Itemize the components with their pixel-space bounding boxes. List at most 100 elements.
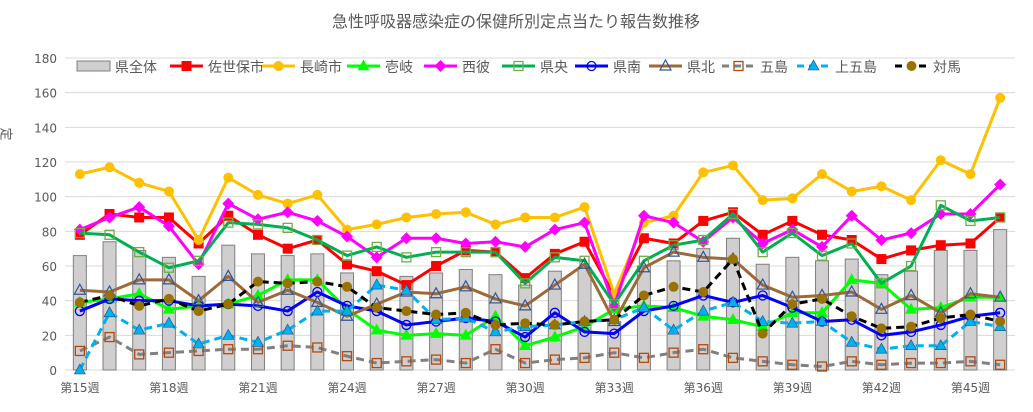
- x-tick-label: 第15週: [60, 381, 99, 395]
- point-県北: [162, 272, 176, 285]
- bar-県全体: [340, 272, 355, 371]
- legend-item-佐世保市: 佐世保市: [170, 59, 264, 76]
- point-対馬: [460, 307, 471, 318]
- point-長崎市: [906, 195, 917, 206]
- legend-item-県全体: 県全体: [76, 59, 157, 76]
- point-壱岐: [251, 288, 264, 300]
- point-長崎市: [342, 224, 353, 235]
- point-西彼: [994, 178, 1007, 191]
- legend-label: 長崎市: [300, 59, 342, 76]
- point-県北: [874, 302, 888, 314]
- point-西彼: [341, 230, 354, 243]
- series-長崎市: [74, 92, 1006, 299]
- point-五島: [579, 352, 590, 364]
- point-長崎市: [668, 210, 679, 221]
- point-県央: [727, 208, 739, 220]
- point-佐世保市: [431, 261, 442, 271]
- point-上五島: [73, 363, 86, 375]
- point-県央: [252, 219, 264, 230]
- point-県南: [282, 305, 293, 317]
- point-上五島: [934, 339, 947, 351]
- legend-label: 県北: [687, 60, 715, 76]
- point-佐世保市: [787, 215, 798, 226]
- point-五島: [134, 349, 145, 360]
- y-tick-label: 40: [42, 295, 57, 309]
- legend-marker: [807, 59, 820, 71]
- point-壱岐: [133, 287, 146, 299]
- y-tick-label: 60: [42, 260, 57, 274]
- point-五島: [430, 354, 442, 365]
- x-tick-label: 第39週: [773, 381, 812, 395]
- point-西彼: [578, 216, 591, 229]
- point-長崎市: [490, 219, 501, 230]
- point-五島: [638, 352, 650, 364]
- point-西彼: [816, 240, 829, 253]
- point-対馬: [312, 276, 323, 287]
- point-上五島: [251, 335, 264, 347]
- legend-item-県北: 県北: [649, 58, 715, 76]
- point-西彼: [489, 235, 502, 248]
- bar-県全体: [904, 270, 919, 371]
- y-tick-label: 100: [34, 191, 57, 205]
- legend-marker: [733, 60, 744, 72]
- point-五島: [401, 356, 412, 367]
- point-上五島: [905, 339, 918, 351]
- line-西彼: [79, 183, 1002, 308]
- legend-item-県南: 県南: [575, 60, 641, 76]
- line-壱岐: [79, 278, 1001, 348]
- point-壱岐: [548, 330, 561, 342]
- line-県央: [79, 203, 1001, 306]
- point-佐世保市: [549, 248, 560, 259]
- point-対馬: [906, 321, 917, 332]
- legend-item-対馬: 対馬: [895, 60, 961, 76]
- series-西彼: [73, 178, 1007, 312]
- point-五島: [341, 350, 353, 362]
- point-県南: [579, 326, 590, 338]
- point-対馬: [104, 290, 115, 301]
- point-佐世保市: [876, 254, 887, 265]
- point-西彼: [637, 209, 650, 222]
- point-五島: [549, 354, 560, 365]
- point-県南: [401, 319, 412, 331]
- point-対馬: [163, 293, 174, 304]
- point-長崎市: [282, 198, 293, 209]
- point-五島: [312, 342, 323, 353]
- point-県央: [905, 260, 917, 272]
- point-上五島: [370, 278, 383, 290]
- legend-label: 佐世保市: [208, 59, 264, 76]
- legend-item-五島: 五島: [722, 60, 788, 76]
- point-西彼: [251, 213, 264, 226]
- point-対馬: [787, 299, 798, 310]
- legend-marker: [273, 61, 284, 71]
- point-県南: [668, 300, 679, 312]
- legend-item-長崎市: 長崎市: [262, 59, 342, 76]
- point-県北: [221, 269, 235, 281]
- point-対馬: [74, 297, 85, 308]
- point-佐世保市: [134, 212, 145, 223]
- point-西彼: [905, 227, 918, 240]
- point-佐世保市: [698, 215, 709, 226]
- point-対馬: [757, 328, 768, 339]
- point-対馬: [520, 318, 531, 329]
- point-県央: [876, 278, 887, 289]
- y-tick-label: 140: [34, 121, 57, 135]
- point-県央: [995, 212, 1006, 223]
- x-tick-label: 第33週: [595, 381, 634, 395]
- point-西彼: [726, 211, 739, 224]
- legend-label: 県全体: [115, 59, 157, 76]
- point-上五島: [726, 295, 739, 307]
- point-県央: [965, 215, 976, 227]
- point-長崎市: [312, 189, 323, 200]
- point-佐世保市: [460, 245, 471, 256]
- legend-label: 五島: [760, 60, 788, 76]
- point-五島: [520, 357, 531, 369]
- legend-item-西彼: 西彼: [424, 60, 490, 76]
- point-県央: [698, 234, 709, 246]
- point-県北: [904, 288, 918, 301]
- point-五島: [787, 359, 798, 370]
- point-県央: [816, 250, 828, 261]
- point-対馬: [134, 300, 145, 311]
- point-対馬: [935, 313, 946, 323]
- point-上五島: [192, 337, 205, 349]
- axes: 0 20 40 60 80 100 120 140 160 180 第15週 第18週 第21週 第24週…: [34, 52, 990, 395]
